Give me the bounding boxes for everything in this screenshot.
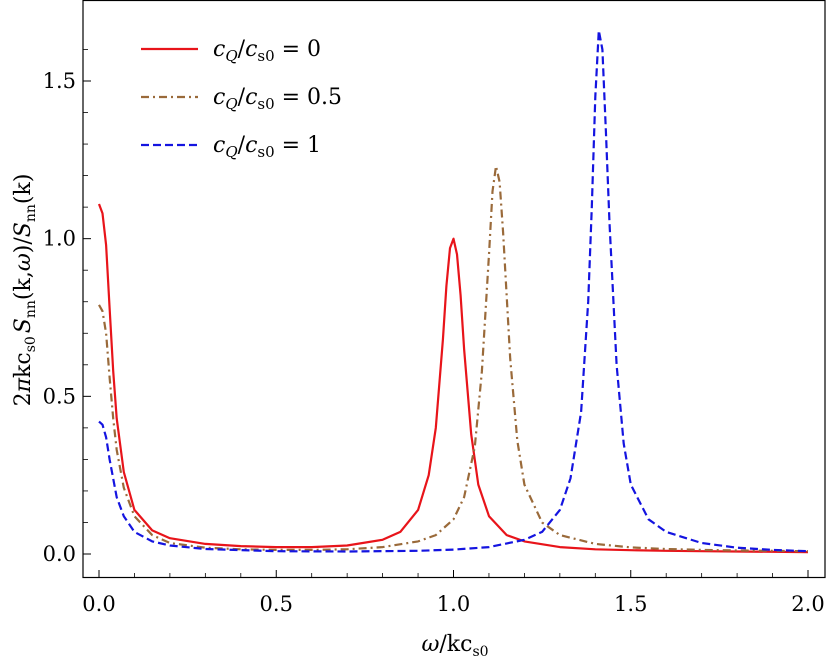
x-tick-label: 0.0 bbox=[82, 592, 115, 616]
y-axis-label: 2πkcs0Snn(k,ω)/Snn(k) bbox=[11, 174, 39, 407]
plot-curves bbox=[97, 29, 809, 554]
y-tick-label: 1.5 bbox=[43, 69, 76, 93]
legend-label-1: cQ/cs0 = 0.5 bbox=[213, 85, 342, 113]
legend-label-0: cQ/cs0 = 0 bbox=[213, 37, 321, 65]
x-tick-label: 0.5 bbox=[260, 592, 293, 616]
x-tick-label: 1.0 bbox=[437, 592, 470, 616]
series-line-0 bbox=[97, 203, 809, 554]
y-axis-ticks: 0.0 0.5 1.0 1.5 bbox=[43, 49, 91, 566]
y-tick-label: 1.0 bbox=[43, 227, 76, 251]
series-line-2 bbox=[98, 29, 809, 553]
legend-label-2: cQ/cs0 = 1 bbox=[213, 133, 321, 161]
x-axis-label: ω/kcs0 bbox=[421, 632, 488, 660]
legend: cQ/cs0 = 0 cQ/cs0 = 0.5 cQ/cs0 = 1 bbox=[141, 37, 342, 161]
y-tick-label: 0.5 bbox=[43, 384, 76, 408]
plot-frame bbox=[82, 0, 826, 579]
series-line-1 bbox=[98, 165, 809, 553]
x-tick-label: 1.5 bbox=[614, 592, 647, 616]
y-tick-label: 0.0 bbox=[43, 542, 76, 566]
x-tick-label: 2.0 bbox=[791, 592, 824, 616]
x-axis-ticks: 0.0 0.5 1.0 1.5 2.0 bbox=[82, 570, 825, 616]
